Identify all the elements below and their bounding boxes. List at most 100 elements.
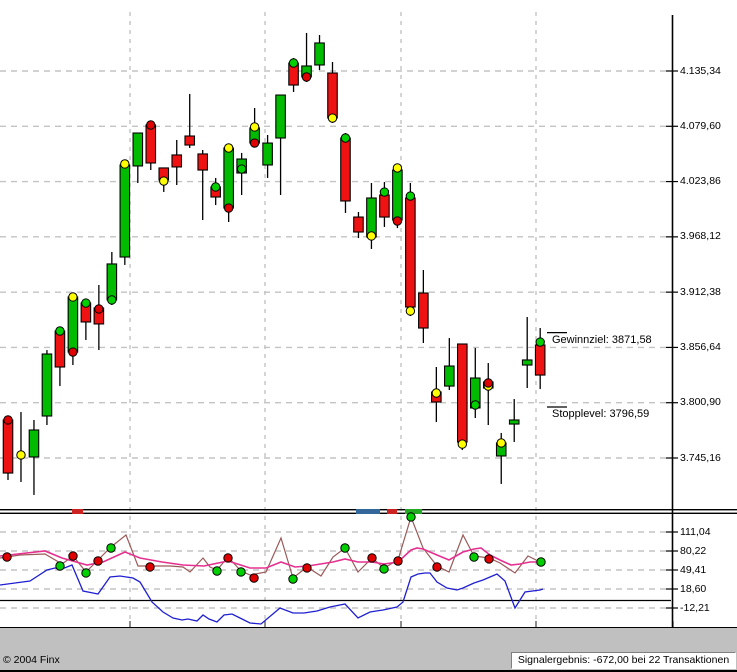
candle-body	[353, 216, 364, 233]
indicator-line-pink	[0, 547, 541, 569]
trade-period-segment	[72, 509, 83, 514]
indicator-red-dot	[367, 553, 377, 563]
signal-dot	[3, 415, 13, 425]
indicator-green-dot	[236, 567, 246, 577]
candle-body	[521, 359, 533, 366]
signal-dot	[496, 438, 506, 448]
candle-body	[197, 153, 208, 171]
candle-body	[106, 263, 118, 301]
candle-body	[275, 94, 286, 139]
copyright-text: © 2004 Finx	[3, 654, 60, 666]
candle-body	[67, 296, 79, 353]
indicator-green-dot	[469, 552, 479, 562]
signal-dot	[301, 72, 312, 82]
indicator-line-brown	[0, 515, 541, 580]
signal-dot	[327, 113, 338, 123]
indicator-red-dot	[302, 563, 312, 573]
candle-body	[119, 164, 131, 258]
signal-dot	[535, 337, 545, 347]
signal-dot	[249, 122, 260, 132]
signal-dot	[68, 292, 78, 302]
signal-dot	[210, 182, 221, 192]
signal-result-box: Signalergebnis: -672,00 bei 22 Transakti…	[511, 652, 736, 669]
indicator-green-dot	[212, 566, 222, 576]
candle-body	[366, 197, 377, 238]
signal-dot	[16, 450, 26, 460]
signal-dot	[81, 298, 91, 308]
signal-dot	[55, 326, 65, 336]
signal-dot	[249, 138, 260, 148]
signal-dot	[431, 388, 442, 398]
candle-body	[2, 419, 14, 474]
signal-dot	[340, 133, 351, 143]
signal-result-text: Signalergebnis: -672,00 bei 22 Transakti…	[517, 654, 730, 666]
signal-dot	[392, 216, 403, 226]
candle-body	[379, 194, 390, 218]
signal-dot	[68, 347, 78, 357]
candle-body	[184, 135, 196, 146]
signal-dot	[366, 231, 377, 241]
candle-body	[534, 344, 546, 376]
indicator-red-dot	[68, 551, 78, 561]
indicator-green-dot	[81, 568, 91, 578]
signal-dot	[120, 159, 130, 169]
indicator-line-blue	[0, 564, 544, 625]
candle-body	[223, 147, 234, 209]
signal-dot	[107, 295, 117, 305]
window-bottom-border	[0, 670, 737, 672]
signal-dot	[470, 400, 480, 410]
indicator-red-dot	[249, 573, 259, 583]
trade-period-segment	[356, 509, 380, 514]
signal-dot	[288, 58, 299, 68]
signal-dot	[392, 163, 403, 173]
candle-body	[314, 42, 325, 66]
signal-dot	[223, 203, 234, 213]
signal-dot	[457, 439, 467, 449]
signal-dot	[94, 304, 104, 314]
profit-target-annotation: Gewinnziel: 3871,58	[552, 334, 652, 346]
signal-dot	[159, 176, 169, 186]
candle-body	[405, 197, 416, 308]
indicator-green-dot	[536, 557, 546, 567]
indicator-red-dot	[223, 553, 233, 563]
candle-body	[171, 154, 183, 168]
indicator-red-dot	[2, 552, 12, 562]
indicator-red-dot	[432, 562, 442, 572]
signal-dot	[379, 187, 390, 197]
indicator-green-dot	[406, 512, 416, 522]
trade-period-segment	[387, 509, 397, 514]
candle-body	[456, 343, 468, 443]
candle-body	[508, 419, 520, 425]
indicator-red-dot	[145, 562, 155, 572]
indicator-green-dot	[379, 564, 389, 574]
candle-body	[132, 132, 144, 167]
indicator-green-dot	[55, 561, 65, 571]
candle-body	[54, 330, 66, 368]
candle-body	[41, 353, 53, 417]
candle-body	[327, 72, 338, 119]
signal-dot	[405, 306, 416, 316]
candle-body	[340, 137, 351, 202]
signal-dot	[223, 143, 234, 153]
candle-body	[392, 169, 403, 221]
signal-dot	[236, 164, 247, 174]
stop-level-annotation: Stopplevel: 3796,59	[552, 408, 649, 420]
signal-dot	[405, 191, 416, 201]
indicator-green-dot	[340, 543, 350, 553]
signal-dot	[146, 120, 156, 130]
candle-body	[145, 124, 157, 164]
candle-body	[418, 292, 429, 329]
candle-body	[262, 142, 273, 166]
stop-level-label: Stopplevel: 3796,59	[552, 407, 650, 420]
indicator-red-dot	[484, 554, 494, 564]
indicator-green-dot	[288, 574, 298, 584]
signal-dot	[483, 378, 493, 388]
trade-period-segment	[405, 509, 422, 514]
candle-body	[444, 365, 455, 387]
indicator-green-dot	[106, 543, 116, 553]
indicator-red-dot	[93, 556, 103, 566]
candle-body	[28, 429, 40, 458]
indicator-red-dot	[393, 556, 403, 566]
